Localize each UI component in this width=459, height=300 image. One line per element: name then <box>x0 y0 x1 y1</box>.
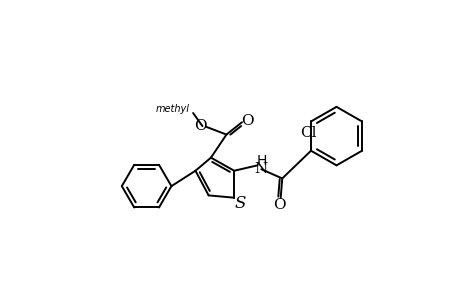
Text: methyl: methyl <box>155 104 189 114</box>
Text: N: N <box>254 162 268 176</box>
Text: S: S <box>234 195 246 212</box>
Text: H: H <box>256 154 266 168</box>
Text: O: O <box>241 114 253 128</box>
Text: O: O <box>194 119 207 133</box>
Text: Cl: Cl <box>300 126 316 140</box>
Text: O: O <box>272 198 285 212</box>
